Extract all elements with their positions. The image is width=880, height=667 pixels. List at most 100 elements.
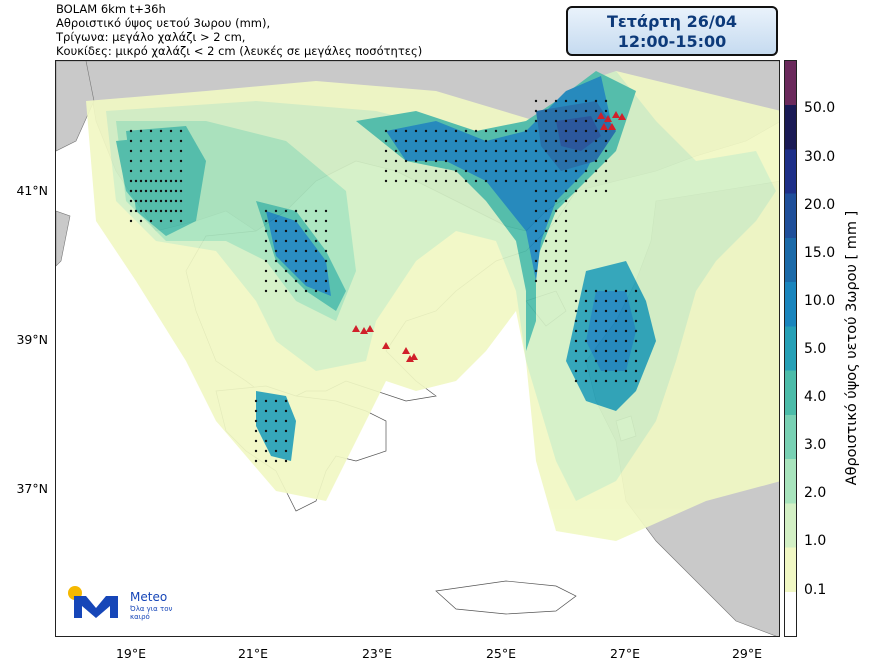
hail-dot <box>304 249 308 253</box>
hail-dot <box>604 359 608 363</box>
hail-dot <box>604 379 608 383</box>
hail-dot <box>594 169 598 173</box>
hail-dot <box>484 139 488 143</box>
logo-name: Meteo <box>130 590 168 604</box>
hail-dot <box>274 279 278 283</box>
hail-dot <box>424 159 428 163</box>
hail-dot <box>504 139 508 143</box>
hail-dot <box>624 329 628 333</box>
hail-dot <box>614 289 618 293</box>
hail-dot <box>634 329 638 333</box>
hail-dot <box>604 169 608 173</box>
hail-dot <box>504 179 508 183</box>
hail-dot <box>634 339 638 343</box>
hail-dot <box>294 229 298 233</box>
hail-dot <box>139 189 143 193</box>
hail-dot <box>604 109 608 113</box>
hail-dot <box>544 169 548 173</box>
hail-dot <box>174 199 178 203</box>
hail-dot <box>264 269 268 273</box>
hail-dot <box>274 399 278 403</box>
hail-dot <box>604 159 608 163</box>
hail-dot <box>574 139 578 143</box>
hail-dot <box>554 229 558 233</box>
hail-dot <box>254 409 258 413</box>
hail-dot <box>584 369 588 373</box>
hail-dot <box>594 139 598 143</box>
hail-dot <box>604 139 608 143</box>
hail-dot <box>604 349 608 353</box>
hail-dot <box>304 259 308 263</box>
hail-dot <box>254 449 258 453</box>
hail-dot <box>454 179 458 183</box>
hail-dot <box>554 249 558 253</box>
hail-dot <box>534 229 538 233</box>
hail-dot <box>524 159 528 163</box>
hail-dot <box>134 189 138 193</box>
hail-dot <box>284 209 288 213</box>
hail-dot <box>394 179 398 183</box>
hail-dot <box>534 199 538 203</box>
hail-dot <box>594 379 598 383</box>
hail-dot <box>254 459 258 463</box>
hail-dot <box>434 159 438 163</box>
header-line-model: BOLAM 6km t+36h <box>56 2 166 16</box>
hail-dot <box>484 179 488 183</box>
hail-triangle <box>608 123 616 130</box>
hail-dot <box>544 139 548 143</box>
hail-dot <box>554 259 558 263</box>
hail-dot <box>624 369 628 373</box>
colorbar-tick: 0.1 <box>804 582 827 598</box>
colorbar-label: Αθροιστικό ύψος υετού 3ωρου [ mm ] <box>844 210 860 486</box>
hail-dot <box>324 249 328 253</box>
hail-dot <box>139 139 143 143</box>
hail-dot <box>159 149 163 153</box>
hail-dot <box>544 209 548 213</box>
hail-dot <box>324 219 328 223</box>
colorbar-tick: 50.0 <box>804 100 836 116</box>
hail-dot <box>634 359 638 363</box>
hail-dot <box>584 189 588 193</box>
hail-dot <box>594 179 598 183</box>
hail-dot <box>544 199 548 203</box>
hail-triangle <box>402 347 410 354</box>
hail-dot <box>584 169 588 173</box>
logo-slogan: Όλα για τον καιρό <box>130 605 173 621</box>
hail-dot <box>534 149 538 153</box>
hail-dot <box>534 249 538 253</box>
lon-label-21: 21°E <box>237 646 269 661</box>
hail-dot <box>424 129 428 133</box>
hail-dot <box>254 419 258 423</box>
hail-dot <box>444 179 448 183</box>
hail-dot <box>474 139 478 143</box>
hail-dot <box>129 159 133 163</box>
hail-dot <box>614 369 618 373</box>
hail-dot <box>169 169 173 173</box>
hail-dot <box>624 359 628 363</box>
hail-dot <box>634 319 638 323</box>
hail-dot <box>604 339 608 343</box>
hail-dot <box>534 109 538 113</box>
hail-triangle <box>597 112 605 119</box>
hail-dot <box>584 139 588 143</box>
hail-dot <box>324 229 328 233</box>
hail-dot <box>304 219 308 223</box>
hail-dot <box>564 129 568 133</box>
hail-dot <box>614 359 618 363</box>
hail-dot <box>604 309 608 313</box>
map-header: BOLAM 6km t+36h Αθροιστικό ύψος υετού 3ω… <box>56 2 422 58</box>
hail-dot <box>179 139 183 143</box>
hail-dot <box>169 209 173 213</box>
hail-dot <box>584 149 588 153</box>
hail-triangle <box>618 113 626 120</box>
hail-dot <box>284 459 288 463</box>
hail-dot <box>574 369 578 373</box>
hail-dot <box>524 149 528 153</box>
hail-triangle <box>604 115 612 122</box>
hail-dot <box>149 179 153 183</box>
hail-dot <box>554 189 558 193</box>
hail-dot <box>544 129 548 133</box>
hail-dot <box>294 239 298 243</box>
hail-dot <box>384 139 388 143</box>
hail-dot <box>534 219 538 223</box>
